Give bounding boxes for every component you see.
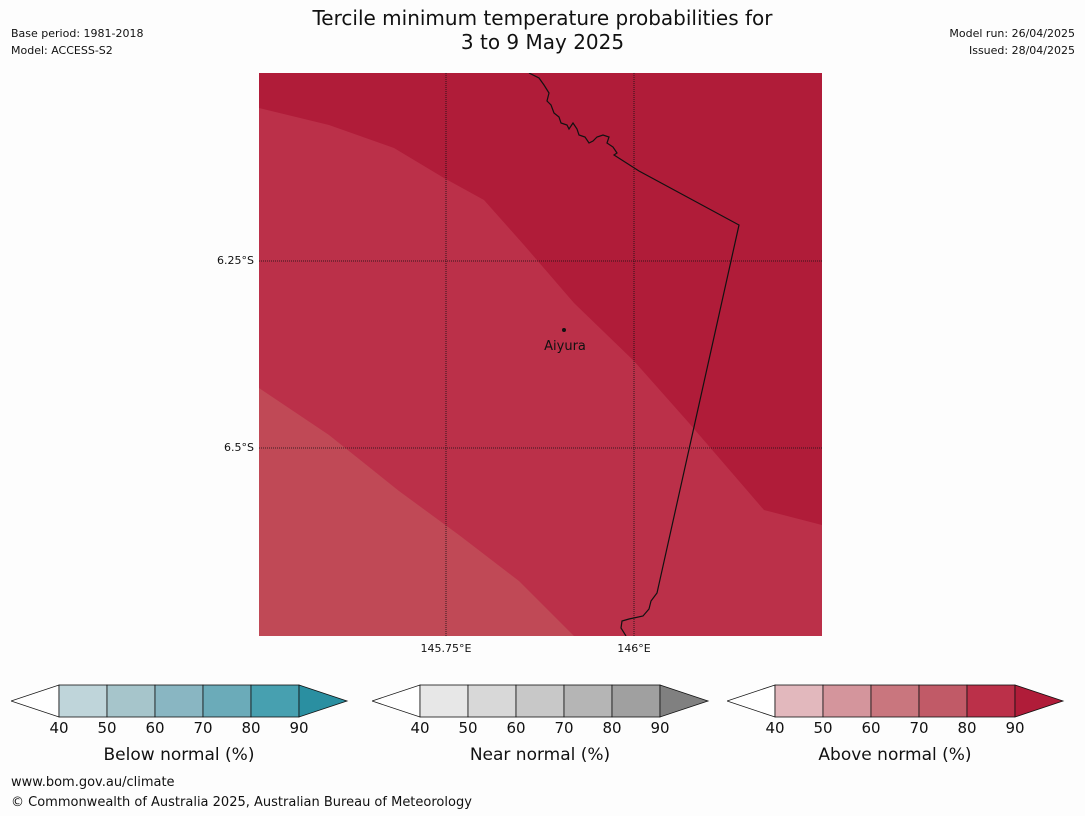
colorbar-tick-label: 70 — [909, 719, 929, 737]
colorbar-segment-50-60 — [106, 684, 156, 718]
colorbar-segment-80-90 — [611, 684, 661, 718]
colorbar-tick-label: 50 — [813, 719, 833, 737]
colorbar-segment-60-70 — [154, 684, 204, 718]
colorbar-tick-label: 60 — [506, 719, 526, 737]
colorbar-tick-label: 40 — [410, 719, 430, 737]
colorbar-segment-80-90 — [966, 684, 1016, 718]
map-title: Tercile minimum temperature probabilitie… — [0, 6, 1085, 54]
colorbar-segment-80-90 — [250, 684, 300, 718]
title-line-1: Tercile minimum temperature probabilitie… — [312, 6, 773, 30]
footer-url: www.bom.gov.au/climate — [11, 775, 175, 790]
lon-label-146: 146°E — [617, 642, 651, 655]
probability-zone-60-70 — [259, 388, 574, 636]
map-panel: Aiyura — [259, 73, 822, 636]
colorbar-segment-50-60 — [467, 684, 517, 718]
colorbar-segment-50-60 — [822, 684, 872, 718]
colorbar-extend-high — [298, 684, 349, 718]
colorbar-tick-label: 90 — [650, 719, 670, 737]
colorbar-segment-60-70 — [870, 684, 920, 718]
colorbar-tick-label: 90 — [289, 719, 309, 737]
title-line-2: 3 to 9 May 2025 — [460, 30, 625, 54]
colorbar-extend-low — [11, 684, 60, 718]
province-border — [528, 73, 740, 636]
colorbar-extend-high — [659, 684, 710, 718]
issued-text: Issued: 28/04/2025 — [968, 44, 1075, 57]
colorbar-tick-label: 60 — [861, 719, 881, 737]
colorbar-tick-label: 70 — [193, 719, 213, 737]
above-normal-colorbar — [727, 684, 1065, 718]
colorbar-tick-label: 60 — [145, 719, 165, 737]
below-normal-colorbar-title: Below normal (%) — [103, 745, 255, 765]
colorbar-segment-40-50 — [774, 684, 824, 718]
colorbar-tick-label: 40 — [765, 719, 785, 737]
colorbar-segment-70-80 — [563, 684, 613, 718]
colorbar-segment-40-50 — [419, 684, 469, 718]
colorbar-segment-70-80 — [918, 684, 968, 718]
colorbar-tick-label: 80 — [241, 719, 261, 737]
model-run-text: Model run: 26/04/2025 — [949, 27, 1075, 40]
colorbar-extend-low — [727, 684, 776, 718]
colorbar-tick-label: 40 — [49, 719, 69, 737]
header-right-info: Model run: 26/04/2025 Issued: 28/04/2025 — [949, 25, 1075, 59]
lat-label-6-25: 6.25°S — [217, 254, 254, 267]
colorbar-tick-label: 80 — [602, 719, 622, 737]
place-label-aiyura: Aiyura — [544, 339, 586, 354]
near-normal-colorbar-title: Near normal (%) — [469, 745, 611, 765]
colorbar-segment-70-80 — [202, 684, 252, 718]
colorbar-tick-label: 80 — [957, 719, 977, 737]
colorbar-tick-label: 50 — [458, 719, 478, 737]
colorbar-tick-label: 70 — [554, 719, 574, 737]
footer-copyright: © Commonwealth of Australia 2025, Austra… — [11, 795, 472, 810]
aiyura-marker — [562, 328, 566, 332]
base-period-text: Base period: 1981-2018 — [11, 27, 144, 40]
colorbar-tick-label: 50 — [97, 719, 117, 737]
header-left-info: Base period: 1981-2018 Model: ACCESS-S2 — [11, 25, 143, 59]
near-normal-colorbar — [372, 684, 710, 718]
colorbar-segment-60-70 — [515, 684, 565, 718]
colorbar-segment-40-50 — [58, 684, 108, 718]
lat-label-6-5: 6.5°S — [224, 441, 254, 454]
model-text: Model: ACCESS-S2 — [11, 44, 113, 57]
colorbar-extend-high — [1014, 684, 1065, 718]
colorbar-extend-low — [372, 684, 421, 718]
lon-label-145-75: 145.75°E — [420, 642, 472, 655]
colorbar-tick-label: 90 — [1005, 719, 1025, 737]
above-normal-colorbar-title: Above normal (%) — [818, 745, 972, 765]
below-normal-colorbar — [11, 684, 349, 718]
